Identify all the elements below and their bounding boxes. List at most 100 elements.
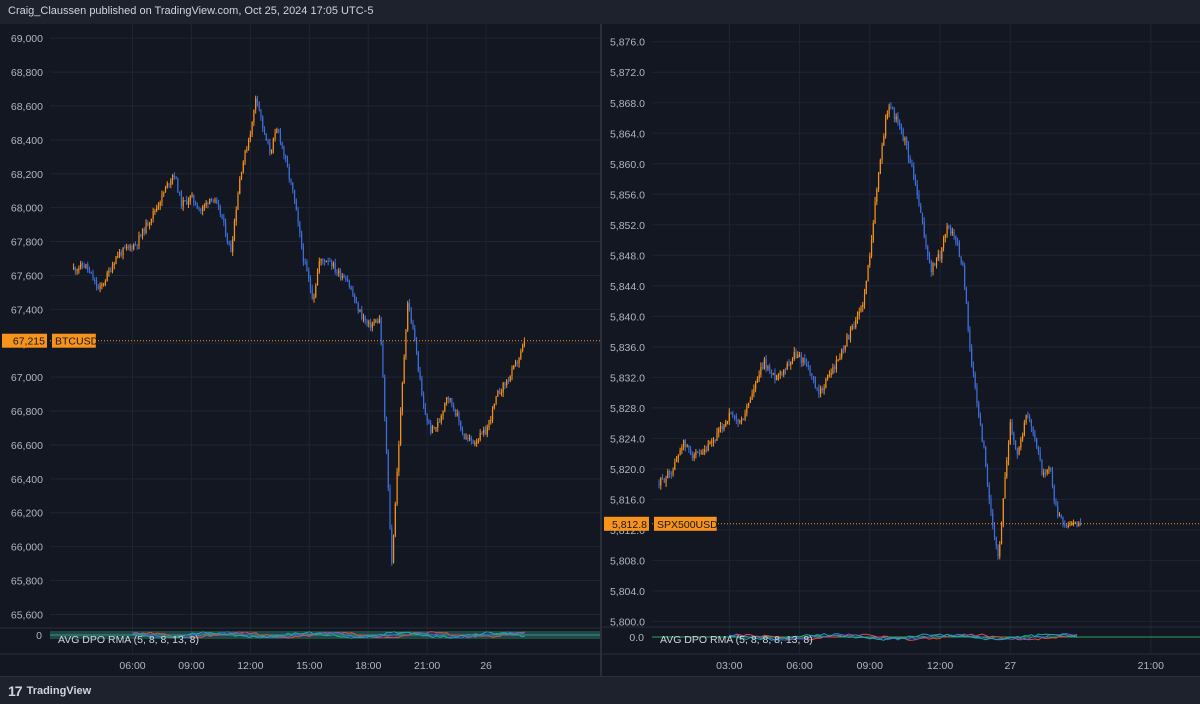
- candle-body: [985, 447, 987, 467]
- candle-body: [467, 437, 469, 439]
- candle-body: [661, 478, 664, 480]
- candle-body: [394, 503, 396, 536]
- y-tick-label: 67,400: [11, 304, 43, 316]
- candle-body: [502, 383, 504, 393]
- candle-body: [674, 461, 676, 470]
- candle-body: [272, 138, 274, 150]
- candle-body: [136, 244, 138, 246]
- candle-body: [110, 270, 112, 272]
- candle-body: [200, 209, 202, 212]
- candle-body: [881, 145, 883, 160]
- candle-body: [841, 349, 843, 358]
- candle-body: [746, 406, 748, 414]
- candle-body: [170, 180, 172, 185]
- candle-body: [723, 425, 725, 429]
- spx500usd-chart[interactable]: 5,800.05,804.05,808.05,812.05,816.05,820…: [602, 24, 1200, 676]
- candle-body: [718, 428, 720, 433]
- publisher-text: Craig_Claussen published on TradingView.…: [8, 5, 374, 17]
- candle-body: [267, 140, 269, 144]
- candle-body: [798, 354, 801, 356]
- candle-body: [500, 392, 502, 395]
- candle-body: [417, 351, 419, 371]
- candle-body: [419, 370, 421, 379]
- y-tick-label: 68,000: [11, 203, 43, 215]
- candle-body: [362, 317, 365, 319]
- candle-body: [359, 309, 361, 312]
- chart-pane-btcusd[interactable]: 65,600 65,800 66,000 66,200 66,400 66,600 66,8…: [0, 24, 600, 676]
- candle-body: [156, 207, 158, 211]
- candle-body: [104, 280, 106, 284]
- candle-body: [430, 422, 432, 433]
- candle-body: [844, 345, 846, 350]
- candle-body: [816, 387, 818, 390]
- x-axis: 06:00 09:00 12:00 15:00 18:00 21:00 26: [0, 653, 600, 672]
- candle-body: [233, 221, 236, 240]
- candle-body: [1069, 525, 1071, 527]
- candle-body: [237, 194, 239, 210]
- candle-body: [800, 354, 802, 363]
- candle-body: [686, 445, 688, 447]
- candle-body: [415, 340, 418, 352]
- candle-body: [166, 183, 168, 188]
- candle-body: [728, 412, 730, 422]
- candle-body: [366, 320, 368, 324]
- candle-body: [1022, 435, 1024, 440]
- candle-body: [428, 420, 430, 423]
- candle-body: [126, 246, 128, 249]
- candle-body: [76, 269, 78, 272]
- candle-body: [129, 246, 131, 248]
- candle-body: [474, 442, 476, 444]
- candle-body: [911, 163, 913, 166]
- price-candles: [658, 102, 1082, 560]
- candle-body: [81, 263, 84, 267]
- candle-body: [263, 128, 266, 134]
- candle-body: [405, 329, 407, 357]
- candle-body: [315, 285, 317, 297]
- candle-body: [784, 369, 787, 371]
- candle-body: [486, 427, 488, 435]
- btcusd-chart[interactable]: 65,600 65,800 66,000 66,200 66,400 66,600 66,8…: [0, 24, 600, 676]
- candle-body: [371, 323, 373, 328]
- candle-body: [202, 207, 204, 212]
- candle-body: [899, 122, 901, 126]
- candle-body: [350, 286, 352, 290]
- y-tick-label: 5,848.0: [610, 250, 645, 262]
- candle-body: [163, 192, 165, 194]
- footer-bar: 17 TradingView: [0, 676, 1200, 704]
- candle-body: [426, 414, 428, 421]
- candle-body: [865, 280, 867, 294]
- candle-body: [484, 429, 487, 435]
- candle-body: [173, 175, 175, 177]
- candle-body: [308, 271, 310, 279]
- candle-body: [256, 98, 259, 103]
- candle-body: [663, 478, 665, 483]
- candle-body: [1004, 476, 1006, 499]
- candle-body: [1060, 515, 1062, 518]
- pane-divider[interactable]: [600, 24, 602, 676]
- candle-body: [177, 178, 179, 193]
- candle-body: [108, 270, 110, 273]
- candle-body: [749, 399, 751, 403]
- candle-body: [453, 405, 455, 410]
- candle-body: [456, 413, 458, 416]
- candle-body: [927, 246, 929, 257]
- candle-body: [207, 202, 209, 204]
- candle-body: [923, 221, 925, 238]
- candle-body: [72, 267, 75, 269]
- candle-body: [274, 133, 276, 139]
- candle-body: [205, 202, 207, 206]
- candle-body: [1036, 438, 1038, 447]
- chart-pane-spx500usd[interactable]: 5,800.0 5,804.0 5,808.0 5,812.0 5,816.0 5,820…: [602, 24, 1200, 676]
- tradingview-logo[interactable]: 17 TradingView: [8, 683, 91, 699]
- candle-body: [1030, 420, 1032, 428]
- x-tick-label: 21:00: [1138, 660, 1164, 672]
- candle-body: [440, 415, 442, 423]
- candle-body: [885, 118, 887, 137]
- candle-body: [398, 444, 400, 472]
- candle-body: [1062, 517, 1064, 525]
- candle-body: [779, 372, 781, 375]
- candle-body: [1037, 446, 1040, 452]
- candle-body: [797, 354, 799, 358]
- candle-body: [755, 382, 757, 389]
- candle-body: [932, 263, 934, 273]
